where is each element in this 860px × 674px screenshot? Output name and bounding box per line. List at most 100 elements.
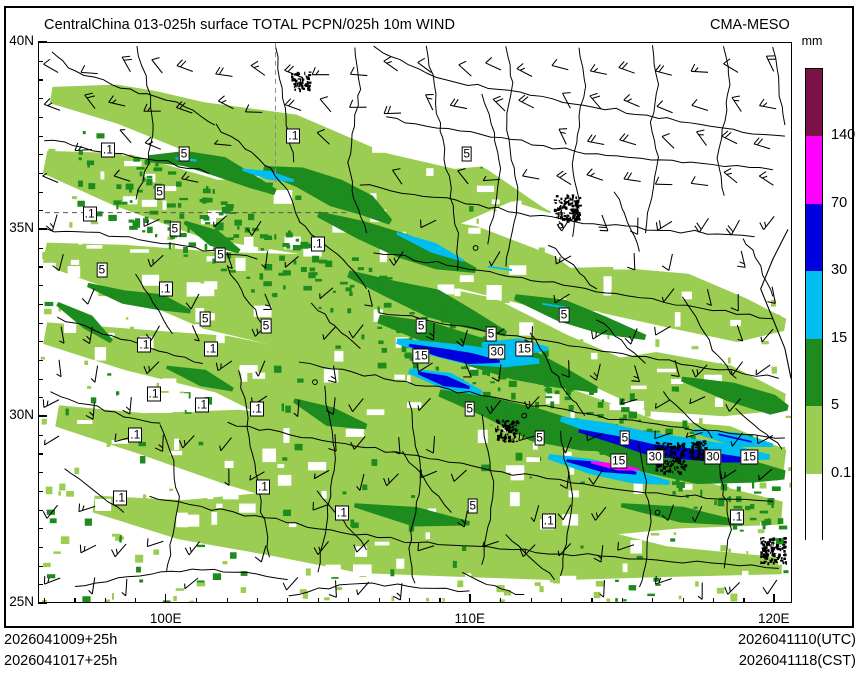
precip-speckle-moderate	[562, 433, 570, 436]
precip-speckle-moderate	[221, 206, 231, 214]
precip-speckle	[172, 243, 175, 250]
contour-label: 5	[215, 247, 226, 263]
precip-speckle-moderate	[502, 405, 511, 409]
precip-speckle-moderate	[710, 478, 716, 481]
precip-speckle-moderate	[202, 188, 211, 194]
terrain-speckle	[660, 469, 663, 472]
terrain-speckle	[511, 429, 515, 431]
wind-barb	[482, 175, 501, 182]
precip-speckle-moderate	[187, 227, 190, 233]
precip-gap	[352, 564, 372, 576]
precip-speckle	[481, 464, 491, 472]
precip-speckle	[695, 581, 699, 587]
precip-gap	[613, 266, 633, 270]
terrain-speckle	[663, 465, 666, 468]
colorbar-band-70[interactable]	[806, 203, 822, 272]
precip-speckle	[203, 439, 210, 447]
y-axis-minor-tick	[38, 60, 43, 62]
colorbar-band-5[interactable]	[806, 406, 822, 474]
wind-barb	[492, 95, 506, 112]
terrain-speckle	[559, 201, 562, 203]
terrain-speckle	[702, 444, 705, 447]
precip-speckle	[230, 467, 235, 473]
terrain-speckle	[673, 457, 676, 459]
wind-barb	[42, 504, 58, 519]
wind-barb	[45, 214, 58, 232]
precip-speckle	[154, 251, 161, 260]
precip-gap	[635, 341, 653, 350]
precip-gap	[664, 257, 678, 271]
terrain-speckle	[511, 441, 515, 443]
wind-barb	[78, 503, 96, 513]
precip-gap	[186, 282, 201, 297]
contour-label: 15	[610, 453, 628, 469]
terrain-speckle	[657, 447, 661, 450]
precip-speckle	[593, 591, 601, 599]
terrain-speckle	[308, 89, 311, 92]
colorbar-band-30[interactable]	[806, 271, 822, 340]
precip-gap	[486, 285, 502, 300]
terrain-speckle	[655, 448, 659, 450]
precip-gap	[59, 187, 64, 194]
precip-gap	[159, 568, 172, 577]
precip-speckle-moderate	[78, 157, 82, 161]
precip-gap	[70, 259, 80, 265]
terrain-speckle	[574, 210, 578, 214]
precip-speckle	[636, 555, 643, 560]
precip-gap	[122, 151, 130, 156]
terrain-speckle	[679, 457, 682, 460]
precip-speckle	[66, 490, 75, 497]
terrain-speckle	[496, 437, 500, 441]
precip-speckle	[401, 421, 409, 427]
wind-barb	[482, 540, 499, 548]
precip-speckle-moderate	[676, 482, 685, 489]
terrain-speckle	[504, 433, 507, 437]
wind-barb	[623, 171, 641, 183]
precip-speckle	[44, 308, 52, 315]
precip-speckle-moderate	[282, 242, 290, 247]
colorbar-band-140[interactable]	[806, 136, 822, 205]
colorbar-unit-label: mm	[801, 34, 823, 48]
terrain-speckle	[308, 78, 311, 81]
precip-gap	[325, 564, 341, 578]
wind-barb	[43, 576, 61, 585]
precip-gap	[681, 291, 693, 300]
wind-barb	[598, 214, 609, 232]
wind-barb	[312, 501, 330, 511]
terrain-speckle	[670, 451, 673, 456]
terrain-speckle	[670, 464, 673, 467]
precip-speckle	[584, 569, 589, 575]
terrain-speckle	[762, 561, 765, 565]
precip-speckle	[242, 219, 251, 226]
contour-label: .1	[249, 401, 264, 417]
terrain-speckle	[664, 447, 667, 450]
contour-label: .1	[128, 427, 143, 443]
precip-gap	[477, 429, 488, 444]
precip-speckle	[368, 376, 372, 383]
precip-speckle-moderate	[387, 293, 394, 298]
precip-speckle	[606, 598, 611, 602]
precip-speckle	[726, 507, 730, 512]
colorbar-band-15[interactable]	[806, 338, 822, 407]
precip-speckle	[180, 458, 187, 465]
x-axis-minor-tick	[560, 598, 563, 603]
colorbar-band-top[interactable]	[806, 69, 822, 137]
wind-barb	[84, 92, 96, 109]
x-axis-minor-tick	[682, 598, 684, 603]
footer-valid-cst: 2026041118(CST)	[738, 653, 856, 669]
x-axis-minor-tick	[74, 598, 76, 603]
terrain-speckle	[681, 449, 685, 453]
precip-speckle-moderate	[220, 268, 227, 272]
wind-barb	[284, 256, 299, 268]
terrain-speckle	[297, 85, 301, 87]
precip-speckle-moderate	[283, 285, 286, 290]
precip-speckle-moderate	[775, 475, 778, 481]
wind-barb	[522, 168, 540, 180]
precip-gap	[532, 443, 538, 450]
colorbar-band-0.1[interactable]	[806, 473, 822, 542]
precip-speckle	[214, 222, 224, 231]
y-axis-minor-tick	[38, 98, 43, 100]
map-plot-area[interactable]	[38, 42, 792, 603]
terrain-speckle	[572, 216, 575, 220]
colorbar[interactable]	[805, 68, 823, 542]
